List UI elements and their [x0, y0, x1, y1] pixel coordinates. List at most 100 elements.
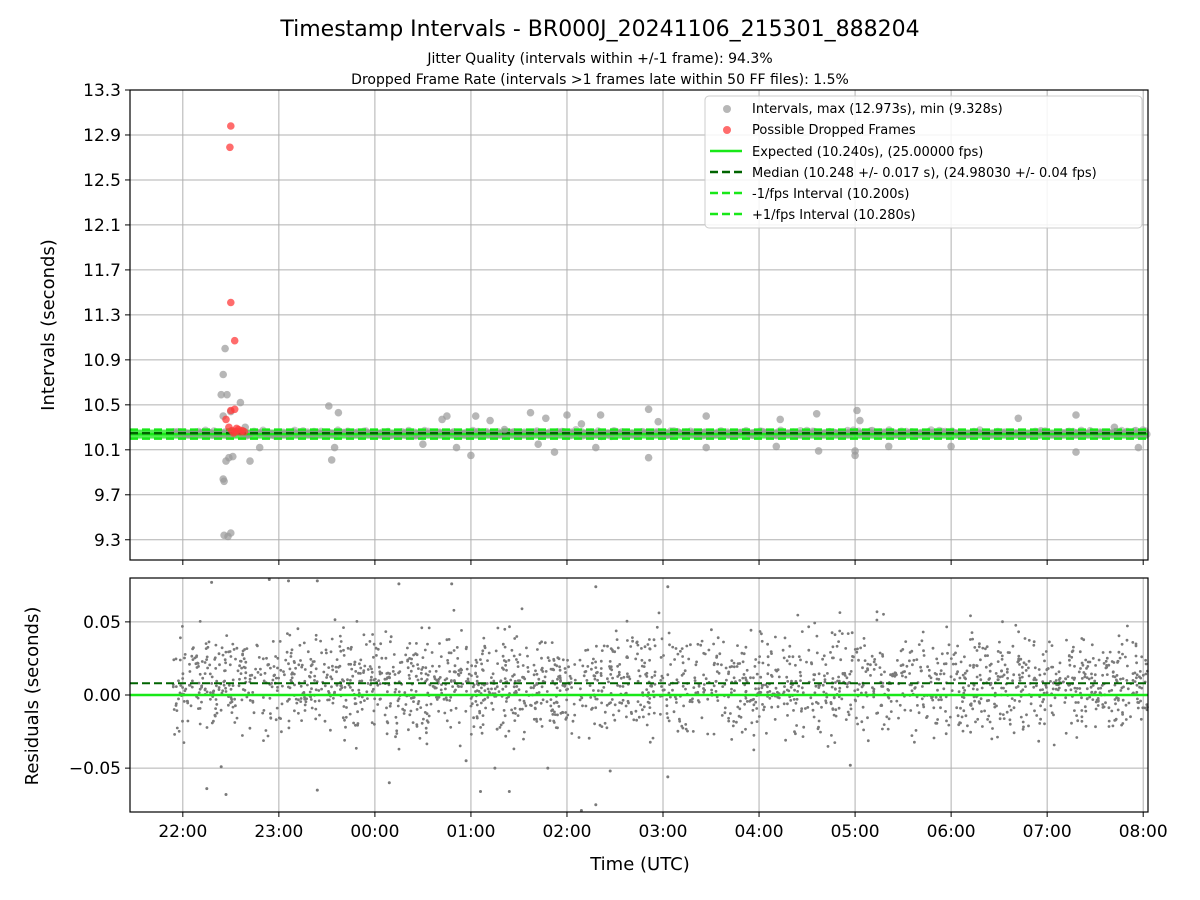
residual-point — [963, 689, 967, 692]
residual-point — [214, 643, 218, 647]
residual-point — [178, 658, 182, 662]
residual-point — [312, 660, 316, 663]
residual-point — [470, 664, 473, 668]
residual-point — [270, 681, 273, 685]
residual-point — [801, 735, 805, 738]
residual-point — [261, 711, 265, 715]
residual-point — [849, 670, 853, 673]
residual-point — [556, 677, 559, 681]
x-tick-label-0: 22:00 — [158, 822, 207, 842]
residual-point — [883, 670, 886, 674]
residual-point — [409, 696, 413, 700]
residual-point — [860, 685, 864, 689]
residual-point — [300, 719, 303, 722]
residual-point — [417, 700, 421, 703]
residual-point — [1033, 709, 1036, 713]
residual-point — [308, 675, 312, 679]
residual-point — [1125, 679, 1129, 682]
residual-point — [186, 700, 189, 703]
residual-point — [776, 668, 780, 672]
residual-point — [526, 666, 530, 669]
residual-outlier-19 — [219, 765, 223, 769]
residual-point — [949, 675, 953, 679]
residual-point — [991, 686, 994, 690]
residual-point — [697, 684, 701, 688]
residual-point — [449, 651, 453, 655]
residual-point — [1094, 690, 1097, 694]
residual-point — [552, 659, 556, 662]
residual-point — [1002, 673, 1006, 677]
residual-point — [581, 704, 584, 708]
residual-point — [875, 610, 879, 614]
residual-point — [730, 691, 733, 694]
interval-outlier-48 — [853, 406, 861, 415]
residual-point — [667, 631, 671, 635]
residual-point — [214, 698, 218, 701]
interval-outlier-55 — [1072, 411, 1080, 419]
residual-point — [744, 727, 747, 731]
residual-point — [853, 648, 857, 651]
residual-point — [944, 732, 948, 736]
residual-dense-points — [171, 607, 1149, 752]
residual-point — [849, 707, 853, 711]
residual-point — [875, 618, 879, 622]
residual-point — [205, 655, 209, 659]
residual-point — [1135, 676, 1138, 680]
residual-point — [1064, 688, 1068, 692]
residual-point — [631, 636, 634, 639]
residual-point — [546, 656, 550, 660]
residual-point — [833, 741, 837, 744]
residual-point — [999, 651, 1002, 654]
residual-point — [811, 708, 815, 712]
residual-point — [1052, 743, 1056, 747]
residual-point — [872, 660, 876, 664]
residual-point — [516, 714, 520, 717]
residual-point — [543, 641, 547, 645]
residual-point — [1104, 666, 1108, 670]
residual-point — [693, 679, 697, 682]
residual-point — [632, 718, 636, 722]
residual-point — [333, 618, 337, 622]
residual-point — [1125, 638, 1129, 642]
residual-point — [759, 675, 763, 679]
residual-point — [681, 684, 685, 688]
residual-point — [183, 653, 187, 656]
residual-point — [932, 736, 936, 740]
residual-point — [458, 744, 462, 748]
residual-point — [752, 676, 755, 680]
residual-point — [653, 682, 657, 686]
residual-point — [855, 650, 859, 654]
residual-point — [262, 739, 265, 742]
residual-point — [732, 720, 736, 723]
residual-point — [790, 679, 793, 683]
residual-point — [608, 660, 612, 663]
residual-point — [283, 673, 286, 677]
residual-point — [512, 673, 516, 677]
residual-point — [1074, 701, 1078, 704]
interval-outlier-43 — [772, 442, 781, 451]
residual-point — [1000, 657, 1004, 661]
residual-point — [1107, 725, 1111, 728]
residual-point — [518, 653, 522, 656]
residual-point — [856, 688, 860, 691]
residual-point — [378, 670, 382, 674]
residual-point — [1100, 684, 1104, 687]
residual-point — [1019, 715, 1023, 719]
residual-point — [515, 658, 518, 661]
residual-point — [1044, 650, 1048, 653]
residual-point — [354, 670, 358, 673]
residual-point — [210, 682, 214, 685]
intervals-outlier-points — [217, 344, 1143, 541]
residual-point — [786, 702, 789, 706]
top-y-tick-label-5: 11.3 — [83, 306, 121, 326]
residual-point — [344, 698, 348, 702]
residual-point — [750, 721, 754, 725]
residual-point — [504, 685, 508, 688]
residual-point — [794, 680, 798, 683]
residual-point — [309, 698, 313, 701]
residual-point — [761, 661, 765, 665]
residual-point — [834, 714, 838, 718]
residual-point — [672, 710, 676, 714]
x-tick-label-2: 00:00 — [350, 822, 399, 842]
residual-point — [910, 734, 914, 737]
